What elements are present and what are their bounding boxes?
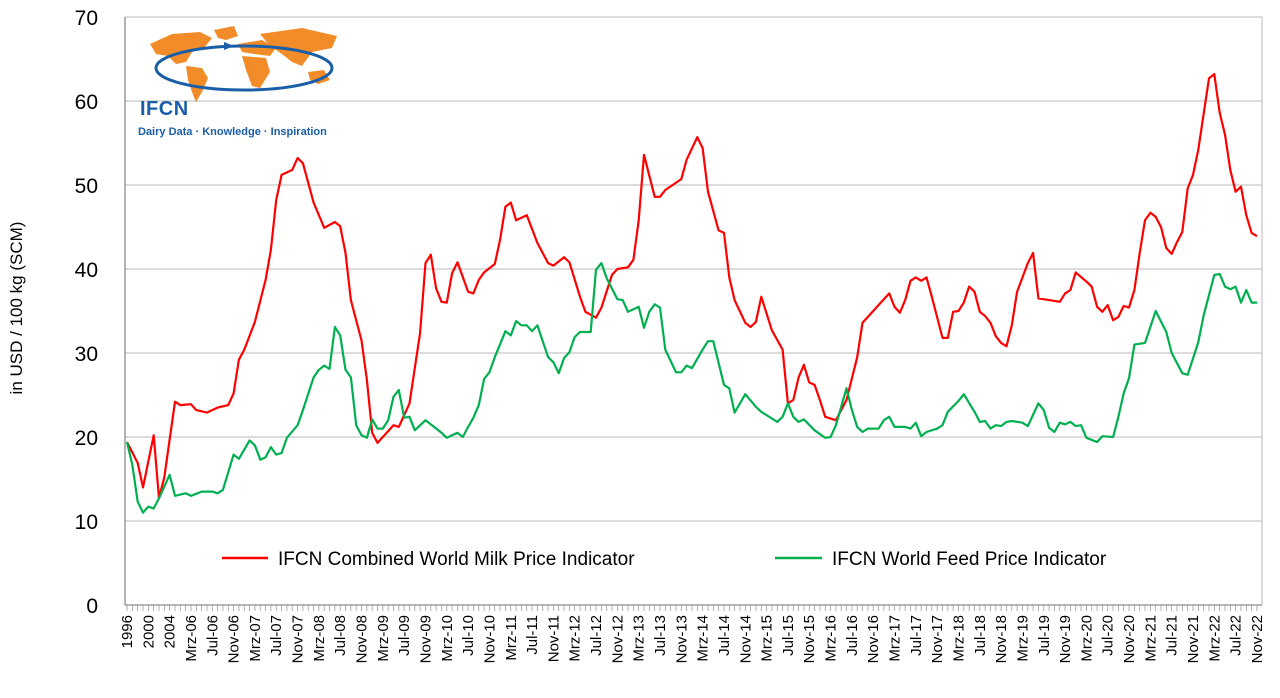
x-tick-label: Mrz-17 [887, 615, 904, 662]
x-tick-label: Jul-21 [1164, 615, 1181, 656]
x-tick-label: Mrz-16 [823, 615, 840, 662]
x-tick-label: Mrz-10 [439, 615, 456, 662]
x-axis: 1996 2000 2004 Mrz-06 Jul-06 Nov-06 Mrz-07 Jul-… [119, 17, 1266, 663]
x-tick-label: Mrz-12 [567, 615, 584, 662]
world-map-icon [150, 26, 337, 102]
legend-label-milk: IFCN Combined World Milk Price Indicator [278, 549, 635, 570]
y-tick-label: 40 [75, 259, 98, 282]
x-tick-label: Jul-08 [332, 615, 349, 656]
x-tick-label: Nov-19 [1057, 615, 1074, 663]
x-tick-label: Jul-09 [396, 615, 413, 656]
x-tick-label: Mrz-22 [1206, 615, 1223, 662]
x-tick-label: Nov-15 [801, 615, 818, 663]
x-tick-label: Mrz-21 [1142, 615, 1159, 662]
x-tick-label: Jul-07 [268, 615, 285, 656]
x-tick-label: Nov-14 [737, 615, 754, 663]
x-tick-label: Jul-11 [524, 615, 541, 655]
x-tick-label: Jul-16 [844, 615, 861, 656]
x-tick-label: 2004 [162, 615, 179, 648]
x-tick-label: Nov-09 [417, 615, 434, 663]
x-tick-label: Jul-20 [1100, 615, 1117, 656]
x-tick-label: Nov-17 [929, 615, 946, 663]
milk-price-line [126, 72, 1258, 500]
x-tick-label: Nov-13 [673, 615, 690, 663]
logo-tagline: Dairy Data · Knowledge · Inspiration [138, 126, 327, 138]
x-tick-label: Nov-20 [1121, 615, 1138, 663]
x-tick-label: Nov-22 [1249, 615, 1266, 663]
gridlines [125, 16, 1263, 605]
y-tick-label: 30 [75, 343, 98, 366]
x-tick-label: Jul-19 [1036, 615, 1053, 656]
x-tick-label: Jul-15 [780, 615, 797, 656]
x-tick-label: Mrz-08 [311, 615, 328, 662]
x-tick-label: Jul-06 [204, 615, 221, 656]
x-tick-label: Mrz-20 [1078, 615, 1095, 662]
legend: IFCN Combined World Milk Price Indicator… [222, 549, 1107, 570]
x-tick-label: Nov-10 [481, 615, 498, 663]
feed-price-line [125, 262, 1257, 514]
y-tick-label: 20 [75, 427, 98, 450]
x-tick-label: Mrz-09 [375, 615, 392, 662]
x-tick-label: 1996 [119, 615, 136, 648]
y-axis-title: in USD / 100 kg (SCM) [7, 221, 26, 395]
x-tick-label: Mrz-11 [503, 615, 520, 661]
y-tick-label: 50 [75, 175, 98, 198]
y-tick-label: 70 [75, 7, 98, 30]
x-tick-label: Nov-11 [545, 615, 562, 662]
x-tick-label: Jul-18 [972, 615, 989, 656]
x-tick-label: Jul-17 [908, 615, 925, 656]
x-tick-label: Jul-12 [588, 615, 605, 656]
x-tick-label: Nov-18 [993, 615, 1010, 663]
x-tick-label: Jul-22 [1228, 615, 1245, 656]
x-tick-label: Nov-16 [865, 615, 882, 663]
x-tick-label: Jul-10 [460, 615, 477, 656]
x-tick-label: Nov-21 [1185, 615, 1202, 663]
x-tick-label: Mrz-07 [247, 615, 264, 662]
x-tick-label: Jul-13 [652, 615, 669, 656]
x-tick-label: Mrz-14 [695, 615, 712, 662]
series-lines [125, 72, 1258, 514]
x-tick-label: Mrz-13 [631, 615, 648, 662]
x-tick-label: Jul-14 [716, 615, 733, 656]
x-tick-label: Nov-06 [226, 615, 243, 663]
x-tick-label: Nov-12 [609, 615, 626, 663]
y-tick-label: 60 [75, 91, 98, 114]
x-tick-label: Mrz-06 [183, 615, 200, 662]
ifcn-logo: IFCN Dairy Data · Knowledge · Inspiratio… [138, 22, 348, 147]
x-tick-label: Nov-07 [290, 615, 307, 663]
x-tick-label: Mrz-19 [1014, 615, 1031, 662]
x-tick-label: 2000 [140, 615, 157, 648]
y-tick-label: 10 [75, 511, 98, 534]
x-tick-label: Mrz-15 [759, 615, 776, 662]
y-tick-label: 0 [86, 595, 98, 618]
y-axis-tick-labels: 0 10 20 30 40 50 60 70 [75, 7, 98, 618]
x-tick-label: Mrz-18 [950, 615, 967, 662]
legend-label-feed: IFCN World Feed Price Indicator [832, 549, 1107, 570]
x-tick-label: Nov-08 [354, 615, 371, 663]
logo-wordmark: IFCN [140, 98, 189, 120]
